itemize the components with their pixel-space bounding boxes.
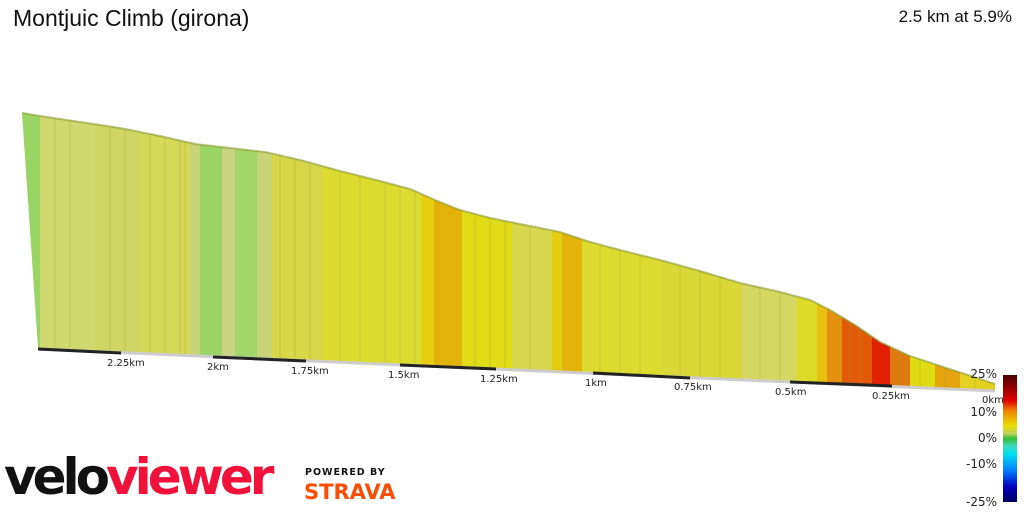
tick-2.25km: 2.25km xyxy=(107,358,145,369)
profile-top-edge xyxy=(21,112,996,385)
tick-1.5km: 1.5km xyxy=(388,370,419,381)
tick-0.25km: 0.25km xyxy=(872,391,910,402)
legend-label-minus10: -10% xyxy=(965,457,997,471)
climb-title: Montjuic Climb (girona) xyxy=(13,5,250,31)
tick-2km: 2km xyxy=(207,362,229,373)
veloviewer-logo[interactable]: veloviewer xyxy=(4,452,274,502)
distance-axis: 2.25km 2km 1.75km 1.5km 1.25km 1km 0.75k… xyxy=(37,347,1004,406)
logo-velo-text: velo xyxy=(4,448,110,506)
powered-by-text: POWERED BY xyxy=(305,467,386,478)
logo-viewer-text: viewer xyxy=(106,448,274,506)
tick-0.5km: 0.5km xyxy=(775,387,806,398)
legend-label-minus25: -25% xyxy=(965,495,997,509)
strava-logo[interactable]: STRAVA xyxy=(304,480,396,504)
gradient-color-legend xyxy=(1003,375,1017,502)
legend-label-0: 0% xyxy=(977,431,997,445)
tick-0.75km: 0.75km xyxy=(674,382,712,393)
tick-1.25km: 1.25km xyxy=(480,374,518,385)
legend-label-25: 25% xyxy=(970,367,997,381)
climb-summary: 2.5 km at 5.9% xyxy=(898,7,1012,26)
tick-1.75km: 1.75km xyxy=(291,366,329,377)
legend-label-10: 10% xyxy=(970,405,997,419)
tick-0km: 0km xyxy=(982,395,1004,406)
tick-1km: 1km xyxy=(585,378,607,389)
